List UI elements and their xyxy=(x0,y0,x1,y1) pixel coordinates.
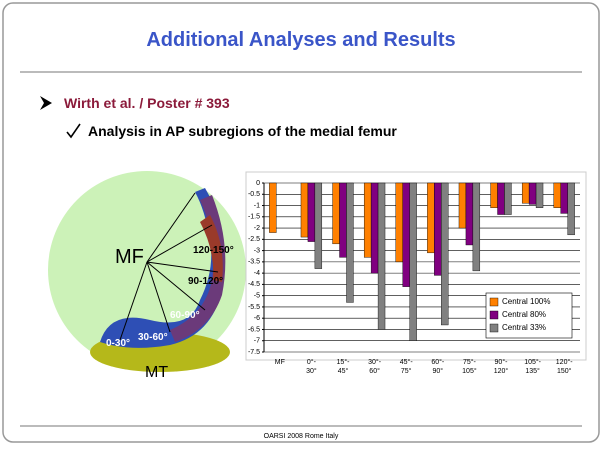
x-tick-label: 45°-75° xyxy=(400,358,414,375)
bar xyxy=(567,182,575,236)
y-tick-label: -3.5 xyxy=(248,259,260,266)
bar xyxy=(346,182,354,303)
x-tick-label: 60°-90° xyxy=(431,358,445,375)
y-tick-label: -6.5 xyxy=(248,326,260,333)
bar xyxy=(402,182,410,287)
legend-swatch xyxy=(489,297,499,307)
subbullet-text: Analysis in AP subregions of the medial … xyxy=(88,123,397,139)
bar xyxy=(458,182,467,229)
y-tick-label: -2 xyxy=(254,225,260,232)
x-tick-label: 30°-60° xyxy=(368,358,382,375)
sector-label: 120-150° xyxy=(193,245,234,256)
bar xyxy=(395,182,403,263)
legend-label: Central 33% xyxy=(502,323,546,332)
bar xyxy=(528,182,537,205)
legend-label: Central 80% xyxy=(502,310,546,319)
y-tick-label: 0 xyxy=(256,180,260,187)
x-tick-label: 105°-135° xyxy=(524,358,541,375)
bar xyxy=(465,182,474,246)
y-tick-label: -1.5 xyxy=(248,214,260,221)
y-tick-label: -2.5 xyxy=(248,236,260,243)
bar xyxy=(339,182,347,258)
bar xyxy=(427,182,435,254)
y-tick-label: -4.5 xyxy=(248,281,260,288)
x-tick-label: 0°-30° xyxy=(306,358,317,375)
bar xyxy=(332,182,340,245)
sector-label: 90-120° xyxy=(188,276,223,287)
femur-illustration: MF MT 120-150° 90-120° 60-90° 30-60° 0-3… xyxy=(48,171,246,381)
bar xyxy=(553,182,561,208)
bar xyxy=(472,182,481,272)
bar xyxy=(560,182,568,214)
bar xyxy=(300,182,309,238)
bar xyxy=(377,182,386,330)
sector-label: 30-60° xyxy=(138,332,168,343)
bullet-text: Wirth et al. / Poster # 393 xyxy=(64,95,230,111)
bar xyxy=(441,182,449,326)
bar xyxy=(497,182,505,215)
bar xyxy=(314,182,323,269)
legend-label: Central 100% xyxy=(502,297,550,306)
y-tick-label: -3 xyxy=(254,247,260,254)
bar xyxy=(521,182,530,204)
footer-text: OARSI 2008 Rome Italy xyxy=(264,433,339,440)
x-tick-label: 120°-150° xyxy=(556,358,573,375)
y-tick-label: -4 xyxy=(254,270,260,277)
bar xyxy=(490,182,498,208)
bar xyxy=(434,182,442,276)
y-tick-label: -7.5 xyxy=(248,349,260,356)
legend-box xyxy=(485,292,573,339)
sector-label: 0-30° xyxy=(106,338,130,349)
bar xyxy=(535,182,544,208)
slide-title: Additional Analyses and Results xyxy=(146,29,455,51)
sector-lines xyxy=(119,192,219,341)
legend-swatch xyxy=(489,310,499,320)
sector-label: 60-90° xyxy=(170,310,200,321)
x-tick-label: 75°-105° xyxy=(462,358,477,375)
bar xyxy=(409,182,417,341)
label-mf: MF xyxy=(115,246,144,268)
check-mark xyxy=(66,123,81,139)
bar xyxy=(269,182,277,233)
y-tick-label: -5.5 xyxy=(248,304,260,311)
legend-swatch xyxy=(489,323,499,333)
bar xyxy=(307,182,316,242)
legend: Central 100% Central 80% Central 33% xyxy=(485,292,573,339)
y-tick-label: -1 xyxy=(254,202,260,209)
bar xyxy=(363,182,372,258)
x-tick-label: MF xyxy=(275,359,285,366)
y-tick-label: -0.5 xyxy=(248,191,260,198)
bullet-arrow xyxy=(40,96,52,110)
x-tick-label: 90°-120° xyxy=(494,358,509,375)
bar xyxy=(504,182,512,215)
y-tick-label: -6 xyxy=(254,315,260,322)
label-mt: MT xyxy=(145,364,168,381)
y-tick-label: -5 xyxy=(254,293,260,300)
bar xyxy=(370,182,379,274)
cartilage-red xyxy=(200,215,223,282)
y-tick-label: -7 xyxy=(254,338,260,345)
x-tick-label: 15°-45° xyxy=(337,358,351,375)
